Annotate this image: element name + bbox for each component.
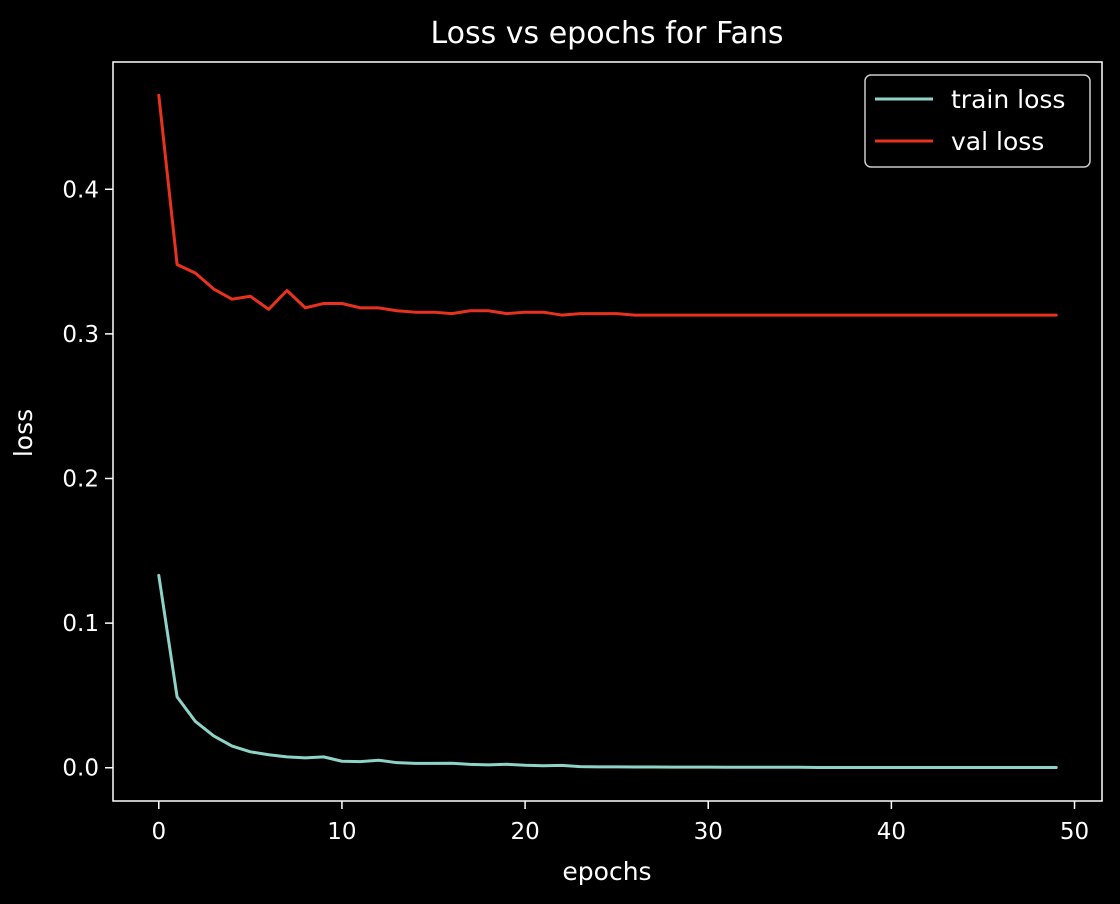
legend-label: train loss: [951, 85, 1065, 114]
x-tick-label: 20: [510, 819, 539, 845]
plot-frame: [112, 61, 1103, 802]
series-line-train-loss: [157, 573, 1058, 769]
legend: train loss val loss: [864, 74, 1091, 168]
y-tick-label: 0.0: [62, 756, 99, 782]
x-tick-label: 30: [694, 819, 723, 845]
series-line-val-loss: [157, 93, 1058, 317]
y-tick-label: 0.4: [62, 177, 99, 203]
x-tick-label: 50: [1060, 819, 1089, 845]
x-tick-label: 40: [877, 819, 906, 845]
legend-label: val loss: [951, 127, 1044, 156]
y-tick-label: 0.3: [62, 322, 99, 348]
x-tick-label: 0: [151, 819, 166, 845]
series-lines: [157, 93, 1058, 769]
y-tick-label: 0.1: [62, 611, 99, 637]
x-tick-label: 10: [327, 819, 356, 845]
x-axis-label: epochs: [562, 857, 651, 886]
y-axis-label: loss: [9, 409, 38, 457]
chart-title: Loss vs epochs for Fans: [430, 16, 783, 51]
axis-ticks: 0 10 20 30 40 50 0.0 0.1 0.2 0.3 0.4: [62, 177, 1089, 845]
y-tick-label: 0.2: [62, 467, 99, 493]
